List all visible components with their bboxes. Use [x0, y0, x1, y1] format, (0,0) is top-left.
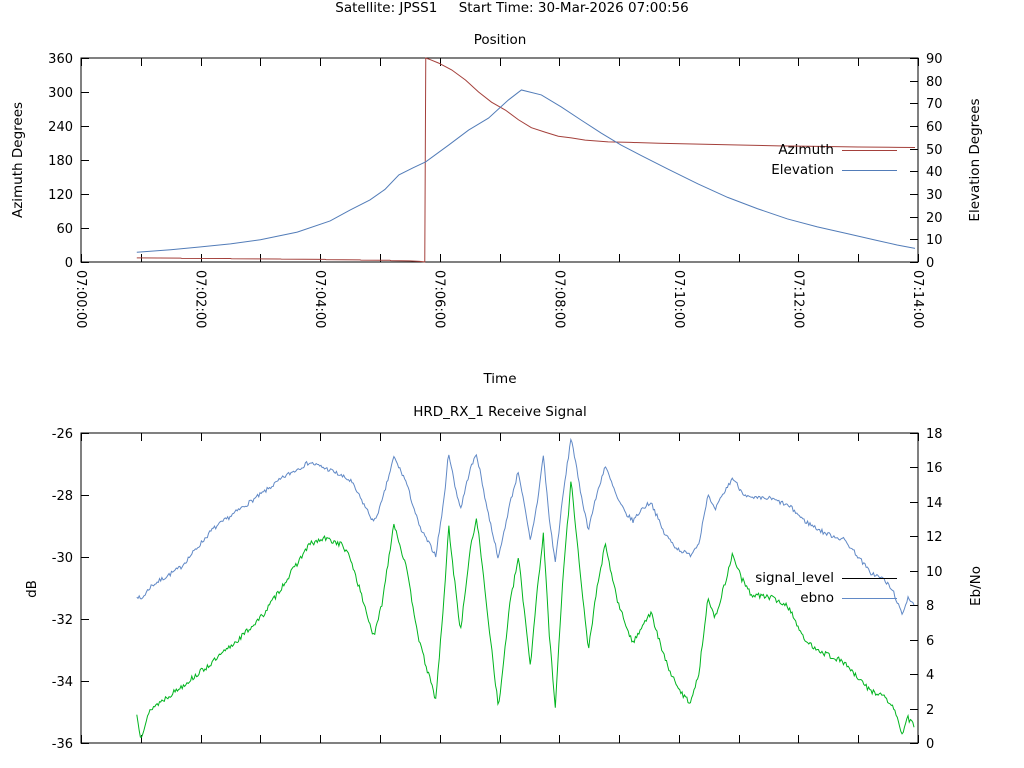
y-right-tick-label: 40 — [926, 165, 943, 180]
y-left-tick-label: -28 — [52, 489, 73, 504]
y-right-tick-label: 50 — [926, 143, 943, 158]
legend-label-ebno: ebno — [800, 590, 834, 606]
x-tick-label: 07:06:00 — [432, 270, 447, 328]
y-right-tick-label: 6 — [926, 634, 934, 649]
x-tick-label: 07:02:00 — [193, 270, 208, 328]
series-line-elevation — [136, 89, 916, 253]
y-left-tick-label: -36 — [52, 737, 73, 752]
position-legend: Azimuth Elevation — [600, 140, 897, 180]
y-right-tick-label: 18 — [926, 427, 943, 442]
y-left-tick-label: -30 — [52, 551, 73, 566]
y-left-tick-label: 300 — [48, 86, 73, 101]
y-right-tick-label: 4 — [926, 668, 934, 683]
x-tick-label: 07:00:00 — [73, 270, 88, 328]
legend-label-elevation: Elevation — [771, 162, 834, 178]
y-right-tick-label: 16 — [926, 461, 943, 476]
series-line-signal_level — [136, 481, 915, 738]
ebno-axis-label: Eb/No — [968, 565, 984, 607]
y-right-tick-label: 60 — [926, 120, 943, 135]
y-right-tick-label: 20 — [926, 211, 943, 226]
y-right-tick-label: 0 — [926, 256, 934, 271]
elevation-line-sample — [842, 169, 897, 171]
legend-label-signal-level: signal_level — [755, 570, 834, 586]
time-axis-label: Time — [483, 371, 517, 387]
y-left-tick-label: 60 — [56, 222, 73, 237]
legend-row-signal-level: signal_level — [600, 568, 897, 588]
signal-level-line-sample — [842, 577, 897, 579]
y-left-tick-label: -32 — [52, 613, 73, 628]
y-left-tick-label: 0 — [65, 256, 73, 271]
legend-label-azimuth: Azimuth — [778, 142, 834, 158]
legend-row-azimuth: Azimuth — [600, 140, 897, 160]
y-right-tick-label: 90 — [926, 52, 943, 67]
y-right-tick-label: 30 — [926, 188, 943, 203]
x-tick-label: 07:08:00 — [551, 270, 566, 328]
y-left-tick-label: -26 — [52, 427, 73, 442]
y-right-tick-label: 10 — [926, 565, 943, 580]
x-tick-label: 07:10:00 — [671, 270, 686, 328]
elevation-axis-label: Elevation Degrees — [967, 98, 983, 222]
y-left-tick-label: 180 — [48, 154, 73, 169]
x-tick-label: 07:12:00 — [790, 270, 805, 328]
y-right-tick-label: 0 — [926, 737, 934, 752]
y-right-tick-label: 2 — [926, 703, 934, 718]
y-right-tick-label: 14 — [926, 496, 943, 511]
y-right-tick-label: 70 — [926, 97, 943, 112]
y-left-tick-label: 120 — [48, 188, 73, 203]
y-left-tick-label: -34 — [52, 675, 73, 690]
series-line-azimuth — [136, 57, 916, 263]
position-chart-title: Position — [473, 32, 527, 48]
y-left-tick-label: 360 — [48, 52, 73, 67]
signal-legend: signal_level ebno — [600, 568, 897, 608]
series-line-ebno — [136, 437, 915, 616]
db-axis-label: dB — [24, 580, 40, 598]
azimuth-line-sample — [842, 149, 897, 151]
signal-chart-title: HRD_RX_1 Receive Signal — [413, 404, 587, 420]
page-title: Satellite: JPSS1 Start Time: 30-Mar-2026… — [335, 0, 689, 16]
y-right-tick-label: 8 — [926, 599, 934, 614]
legend-row-elevation: Elevation — [600, 160, 897, 180]
x-tick-label: 07:04:00 — [312, 270, 327, 328]
azimuth-axis-label: Azimuth Degrees — [10, 101, 26, 219]
y-left-tick-label: 240 — [48, 120, 73, 135]
ebno-line-sample — [842, 597, 897, 599]
plot-border — [80, 432, 919, 744]
y-right-tick-label: 12 — [926, 530, 943, 545]
y-right-tick-label: 80 — [926, 75, 943, 90]
y-right-tick-label: 10 — [926, 233, 943, 248]
x-tick-label: 07:14:00 — [910, 270, 925, 328]
legend-row-ebno: ebno — [600, 588, 897, 608]
